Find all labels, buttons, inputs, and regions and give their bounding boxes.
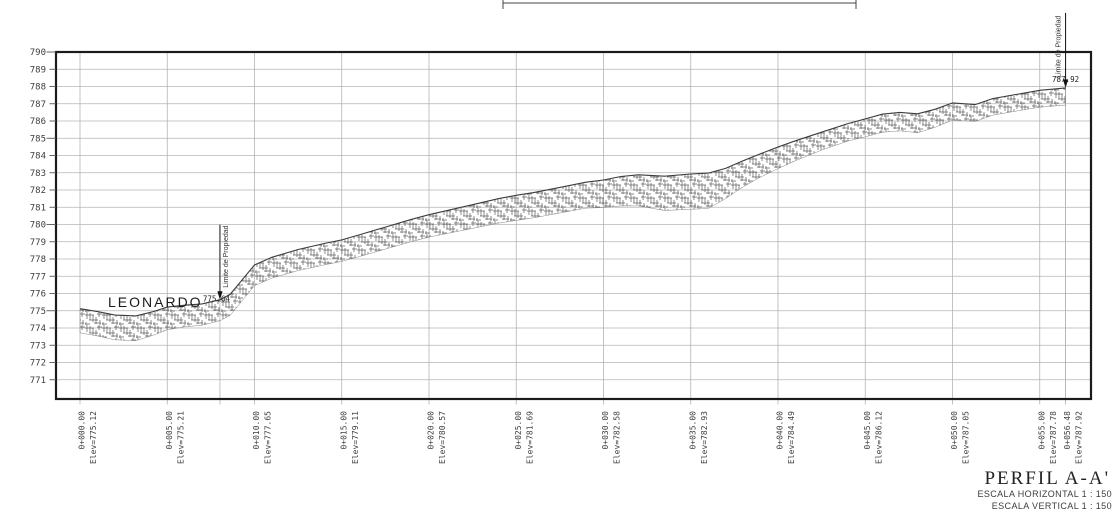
axis-labels-layer: 790 789 788 787 786 785 784 783 782 781 780 779 778 7… (30, 48, 1084, 464)
scale-horizontal-note: ESCALA HORIZONTAL 1 : 150 (977, 489, 1112, 499)
terrain-surface-line (79, 87, 1066, 317)
x-axis-station-label: 0+050.00 (950, 411, 959, 450)
x-axis-elevation-label: Elev=787.05 (962, 411, 971, 464)
x-axis-elevation-label: Elev=777.65 (264, 411, 273, 464)
x-axis-station-label: 0+015.00 (339, 411, 348, 450)
grid-layer (56, 51, 1091, 405)
x-axis-station-label: 0+030.00 (601, 411, 610, 450)
y-axis-label: 775 (30, 307, 46, 317)
profile-title: PERFIL A-A' (984, 468, 1110, 489)
x-axis-elevation-label: Elev=787.92 (1075, 411, 1084, 464)
y-axis-label: 788 (30, 83, 46, 93)
x-axis-elevation-label: Elev=784.49 (787, 411, 796, 464)
x-axis-elevation-label: Elev=779.11 (351, 411, 360, 464)
property-limit-label: Limite de Propiedad (223, 225, 230, 287)
y-axis-label: 779 (30, 238, 46, 248)
y-axis-label: 778 (30, 255, 46, 265)
y-axis-label: 772 (30, 359, 46, 369)
x-axis-elevation-label: Elev=782.93 (700, 411, 709, 464)
y-axis-label: 773 (30, 341, 46, 351)
y-axis-label: 787 (30, 100, 46, 110)
y-axis-label: 785 (30, 134, 46, 144)
x-axis-elevation-label: Elev=780.57 (438, 411, 447, 464)
y-axis-label: 777 (30, 272, 46, 282)
x-axis-elevation-label: Elev=787.78 (1049, 411, 1058, 464)
x-axis-station-label: 0+035.00 (688, 411, 697, 450)
property-limit-arrowhead (217, 291, 223, 300)
y-axis-label: 784 (30, 152, 46, 162)
x-axis-station-label: 0+020.00 (427, 411, 436, 450)
x-axis-elevation-label: Elev=786.12 (874, 411, 883, 464)
x-axis-elevation-label: Elev=775.21 (176, 411, 185, 464)
y-axis-label: 786 (30, 117, 46, 127)
x-axis-elevation-label: Elev=782.58 (613, 411, 622, 464)
y-axis-label: 790 (30, 48, 46, 58)
y-axis-label: 783 (30, 169, 46, 179)
chart-border (54, 50, 1093, 401)
scale-vertical-note: ESCALA VERTICAL 1 : 150 (992, 501, 1112, 511)
x-axis-elevation-label: Elev=781.69 (525, 411, 534, 464)
x-axis-station-label: 0+045.00 (863, 411, 872, 450)
property-limit-elevation-value: 787.92 (1052, 75, 1079, 84)
x-axis-station-label: 0+055.00 (1037, 411, 1046, 450)
y-axis-label: 774 (30, 324, 46, 334)
x-axis-station-label: 0+056.48 (1063, 411, 1072, 450)
site-label: LEONARDO (108, 294, 203, 310)
property-limit-label: Limite de Propiedad (1056, 16, 1063, 78)
top-dimension (502, 0, 857, 9)
terrain-layer (79, 87, 1066, 341)
y-axis-label: 780 (30, 221, 46, 231)
y-axis-label: 771 (30, 376, 46, 386)
x-axis-station-label: 0+040.00 (776, 411, 785, 450)
x-axis-station-label: 0+025.00 (514, 411, 523, 450)
y-axis-label: 776 (30, 290, 46, 300)
x-axis-station-label: 0+010.00 (252, 411, 261, 450)
property-limit-elevation-value: 775.64 (203, 295, 231, 304)
x-axis-station-label: 0+005.00 (165, 411, 174, 450)
x-axis-station-label: 0+000.00 (78, 411, 87, 450)
x-axis-elevation-label: Elev=775.12 (89, 411, 98, 464)
y-axis-label: 781 (30, 203, 46, 213)
y-axis-label: 782 (30, 186, 46, 196)
property-limit-arrowhead (1062, 79, 1069, 88)
y-axis-label: 789 (30, 65, 46, 75)
